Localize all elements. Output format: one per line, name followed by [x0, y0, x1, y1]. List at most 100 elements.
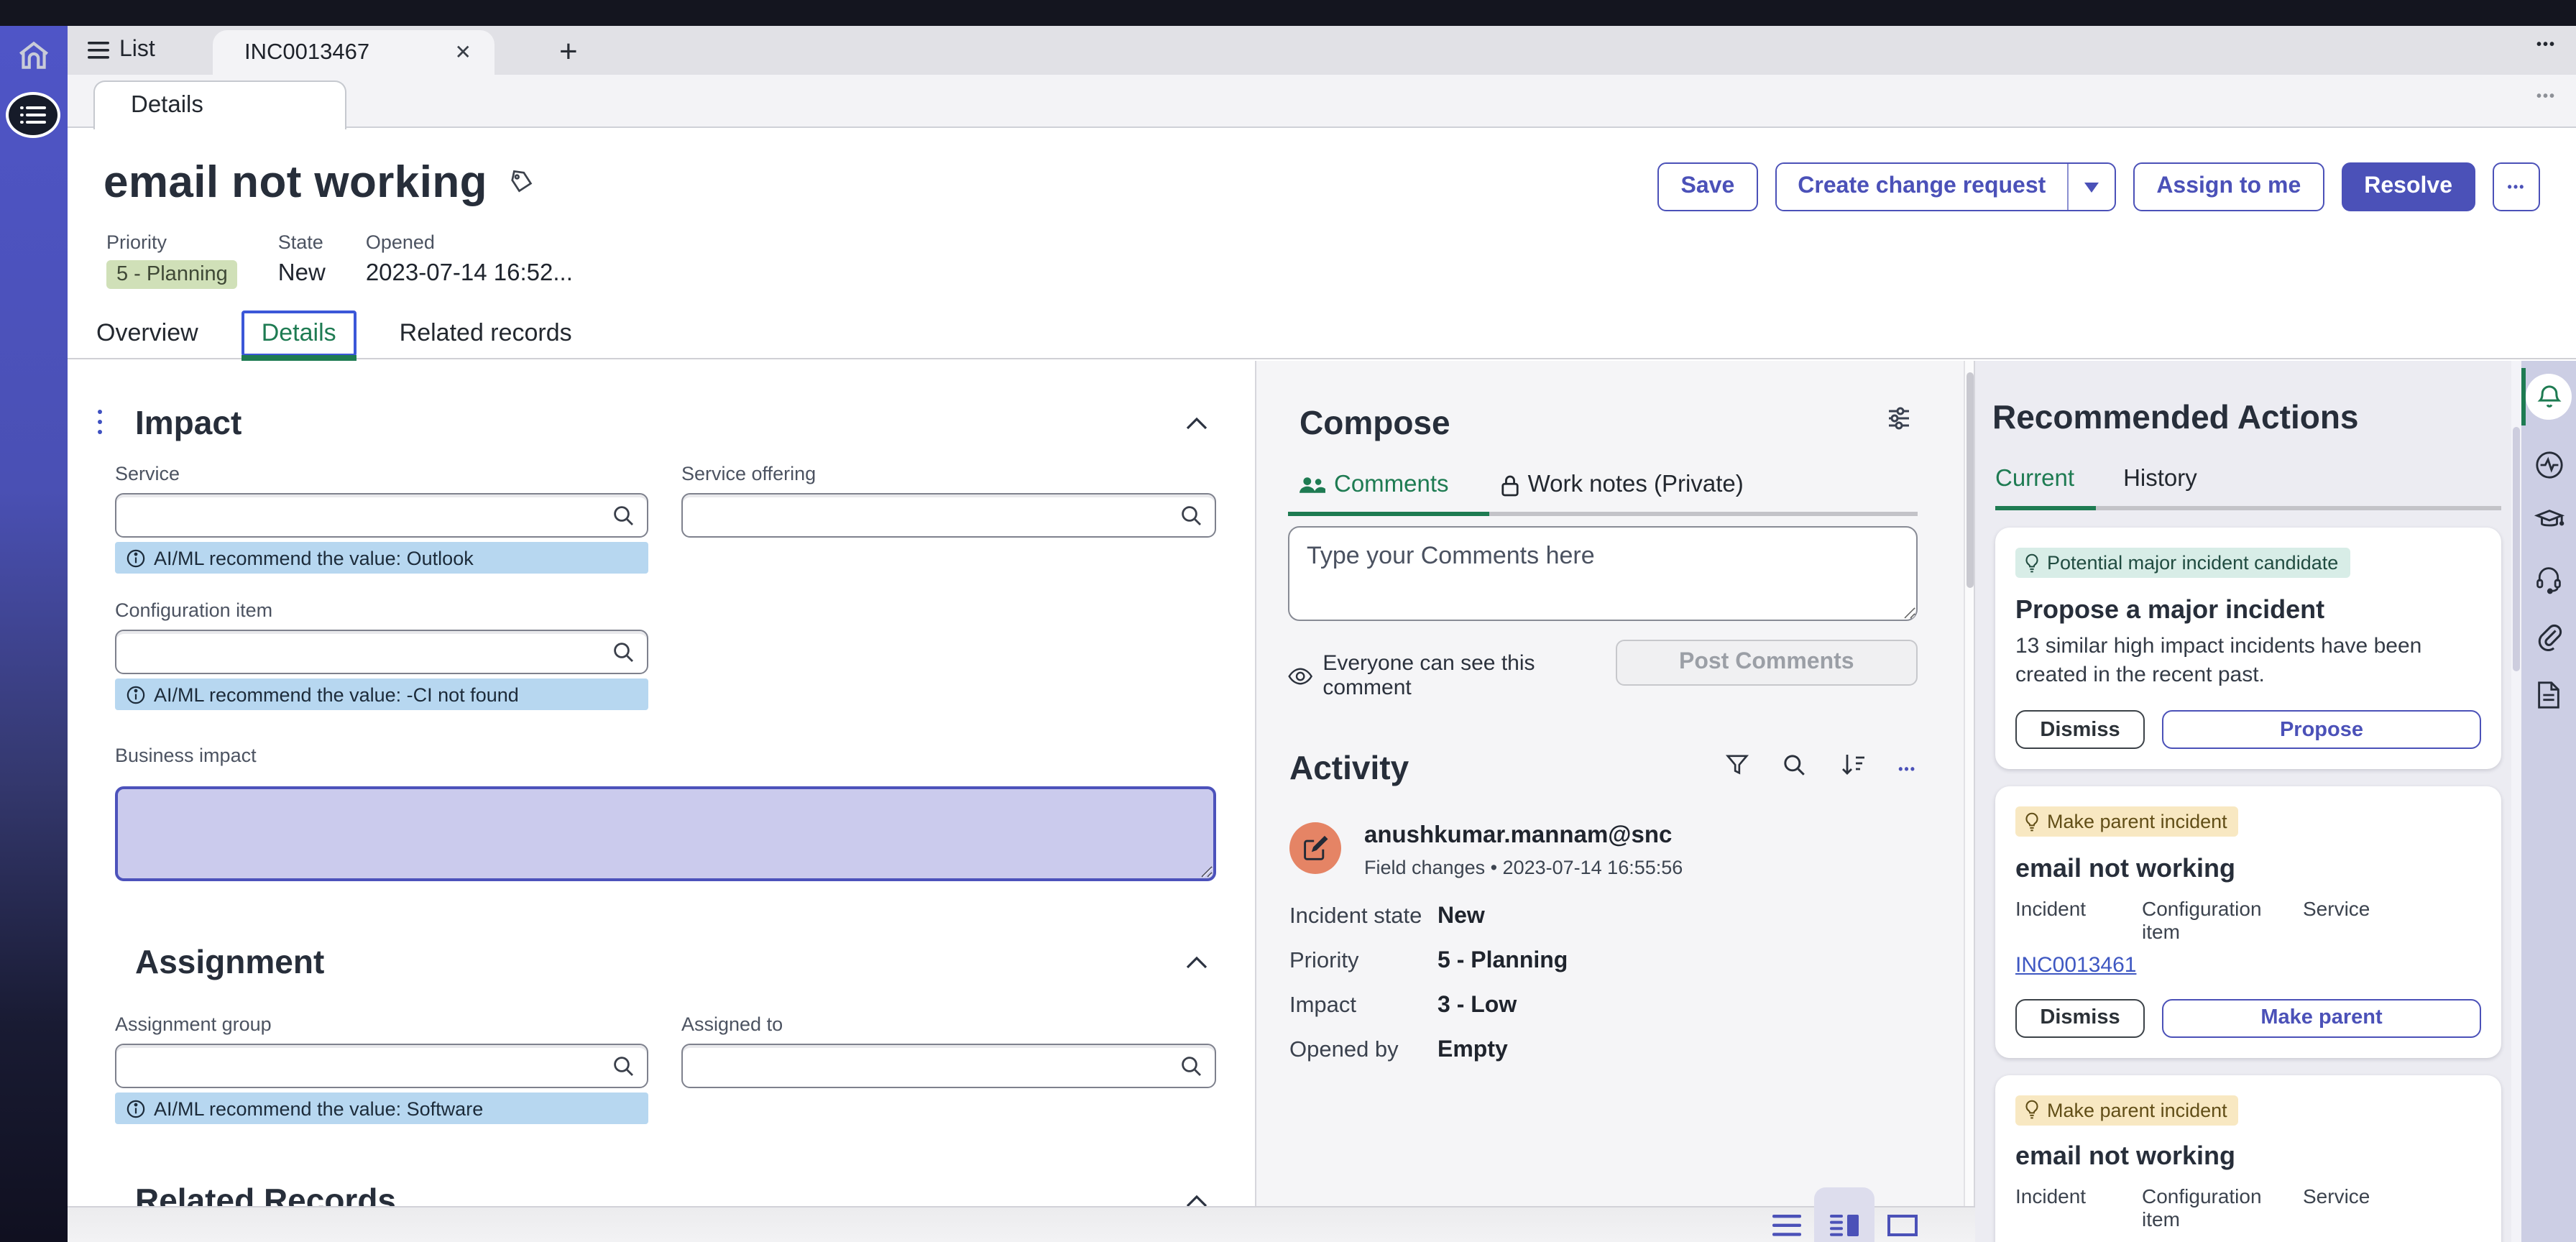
doc-tab-label: Details	[131, 92, 203, 118]
recommended-actions-heading: Recommended Actions	[1992, 398, 2359, 436]
search-icon[interactable]	[1180, 505, 1203, 528]
rail-item-agent-assist[interactable]	[2521, 565, 2576, 595]
create-change-dropdown[interactable]	[2067, 164, 2115, 210]
pulse-circle-icon	[2535, 451, 2562, 479]
headset-icon	[2536, 567, 2561, 594]
incident-link[interactable]: INC0013461	[2015, 952, 2137, 977]
make-parent-button[interactable]: Make parent	[2162, 998, 2481, 1037]
assigned-to-input[interactable]	[681, 1044, 1216, 1088]
business-impact-field: Business impact	[115, 745, 1216, 888]
dismiss-button[interactable]: Dismiss	[2015, 710, 2145, 749]
business-impact-label: Business impact	[115, 745, 257, 766]
rail-item-notes[interactable]	[2521, 680, 2576, 710]
more-actions-button[interactable]: •••	[2493, 162, 2540, 211]
filter-icon[interactable]	[1724, 753, 1749, 784]
lock-icon	[1501, 474, 1519, 496]
scrollbar[interactable]	[2511, 361, 2521, 1242]
field-label: Opened by	[1289, 1038, 1399, 1062]
activity-entry: anushkumar.mannam@snc Field changes • 20…	[1289, 822, 1916, 878]
compose-settings-icon[interactable]	[1885, 404, 1913, 440]
card-description: 13 similar high impact incidents have be…	[2015, 633, 2422, 687]
window-top-bar	[0, 0, 2576, 26]
context-side-rail	[2521, 361, 2576, 1242]
home-icon[interactable]	[16, 37, 52, 73]
service-input[interactable]	[115, 493, 648, 538]
card-col-incident: Incident	[2015, 896, 2087, 919]
recommended-tab-underline	[1995, 506, 2501, 510]
drag-handle-icon[interactable]	[98, 410, 102, 434]
create-change-request-button[interactable]: Create change request	[1776, 164, 2068, 210]
scrollbar[interactable]	[1964, 361, 1974, 1242]
dismiss-button[interactable]: Dismiss	[2015, 998, 2145, 1037]
search-icon[interactable]	[612, 1055, 635, 1078]
scrollbar-thumb[interactable]	[2513, 427, 2520, 671]
incident-link[interactable]: INC0013456	[2015, 1241, 2136, 1242]
card-title: email not working	[2015, 1141, 2236, 1170]
close-tab-icon[interactable]: ✕	[454, 40, 472, 63]
ci-ai-banner: AI/ML recommend the value: -CI not found	[115, 678, 648, 710]
field-label: Impact	[1289, 993, 1357, 1018]
record-content: Impact Service AI/ML recommend the value	[68, 361, 2576, 1242]
configuration-item-input[interactable]	[115, 630, 648, 674]
tab-history[interactable]: History	[2123, 466, 2197, 492]
assignment-group-ai-banner-text: AI/ML recommend the value: Software	[154, 1098, 484, 1119]
service-offering-label: Service offering	[681, 463, 816, 484]
record-tab-bar: Overview Details Related records	[68, 308, 2576, 360]
tab-work-notes[interactable]: Work notes (Private)	[1501, 472, 1744, 512]
search-icon[interactable]	[612, 641, 635, 664]
tab-list[interactable]: List	[68, 26, 181, 75]
card-badge: Potential major incident candidate	[2015, 548, 2350, 578]
search-icon[interactable]	[612, 505, 635, 528]
activity-row: Incident state New	[1289, 904, 1916, 930]
sort-icon[interactable]	[1839, 753, 1865, 783]
rail-item-attachments[interactable]	[2521, 622, 2576, 653]
compose-heading: Compose	[1300, 404, 1450, 441]
assign-to-me-button[interactable]: Assign to me	[2133, 162, 2324, 211]
all-menu-button[interactable]	[6, 92, 60, 138]
activity-row: Priority 5 - Planning	[1289, 949, 1916, 975]
field-value: New	[1438, 904, 1485, 929]
tab-details-document[interactable]: Details	[93, 80, 346, 129]
card-col-configuration-item: Configuration item	[2142, 1184, 2262, 1230]
comment-input[interactable]	[1288, 526, 1918, 621]
tab-current[interactable]: Current	[1995, 466, 2075, 492]
rail-item-activity[interactable]	[2521, 450, 2576, 480]
configuration-item-label: Configuration item	[115, 599, 273, 621]
recommendation-card: Make parent incident email not working I…	[1995, 786, 2501, 1057]
assignment-group-input[interactable]	[115, 1044, 648, 1088]
view-list-icon[interactable]	[1768, 1210, 1806, 1239]
tab-strip-overflow-icon[interactable]: •••	[2536, 37, 2556, 53]
tab-details[interactable]: Details	[241, 310, 356, 360]
search-icon[interactable]	[1782, 753, 1806, 784]
column-divider	[1255, 361, 1256, 1242]
paperclip-icon	[2537, 624, 2562, 652]
activity-more-icon[interactable]: •••	[1898, 761, 1916, 776]
collapse-impact-icon[interactable]	[1186, 410, 1208, 436]
propose-button[interactable]: Propose	[2162, 710, 2481, 749]
view-full-icon[interactable]	[1883, 1210, 1920, 1239]
state-value: New	[277, 260, 326, 286]
save-button[interactable]: Save	[1657, 162, 1758, 211]
rail-item-knowledge[interactable]	[2521, 507, 2576, 533]
tab-incident[interactable]: INC0013467 ✕	[213, 30, 494, 75]
service-offering-input[interactable]	[681, 493, 1216, 538]
rail-item-notifications[interactable]	[2521, 374, 2576, 420]
search-icon[interactable]	[1180, 1055, 1203, 1078]
activity-heading: Activity	[1289, 749, 1409, 786]
document-row-overflow-icon[interactable]: •••	[2536, 89, 2556, 105]
tag-icon[interactable]	[507, 170, 533, 196]
view-split-icon[interactable]	[1814, 1187, 1874, 1242]
business-impact-textarea[interactable]	[115, 786, 1216, 881]
tab-overview[interactable]: Overview	[96, 318, 198, 346]
tab-comments[interactable]: Comments	[1300, 472, 1449, 512]
new-tab-button[interactable]: +	[559, 33, 578, 69]
post-comments-button[interactable]: Post Comments	[1615, 640, 1918, 686]
tab-related-records[interactable]: Related records	[399, 318, 572, 346]
resolve-button[interactable]: Resolve	[2341, 162, 2475, 211]
collapse-assignment-icon[interactable]	[1186, 949, 1208, 975]
scrollbar-thumb[interactable]	[1966, 372, 1974, 588]
edit-icon	[1304, 835, 1328, 860]
info-icon	[126, 1099, 145, 1118]
card-col-service: Service	[2303, 1184, 2370, 1208]
collapse-related-records-icon[interactable]	[1186, 1188, 1208, 1214]
